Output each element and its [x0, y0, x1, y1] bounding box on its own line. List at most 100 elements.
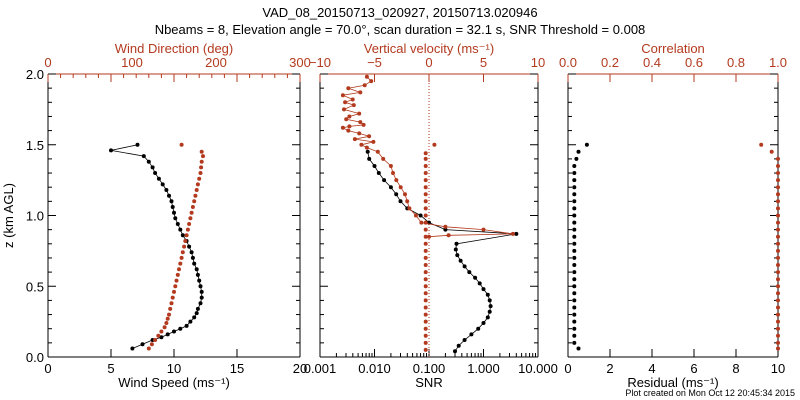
data-point: [197, 176, 202, 181]
series-snr-1: [423, 142, 437, 352]
data-point: [572, 312, 577, 317]
data-point: [572, 298, 577, 303]
data-point: [358, 120, 363, 125]
data-point: [776, 263, 780, 267]
data-point: [198, 284, 203, 289]
data-point: [180, 250, 185, 255]
series-wind-0: [109, 142, 204, 351]
data-point: [364, 145, 369, 150]
data-point: [776, 234, 780, 239]
data-point: [776, 270, 780, 275]
data-point: [487, 309, 492, 314]
data-point: [572, 305, 577, 310]
data-point: [188, 319, 193, 324]
data-point: [481, 227, 486, 232]
top-tick-label: 0: [44, 55, 51, 70]
data-point: [776, 305, 780, 310]
data-point: [572, 277, 577, 282]
data-point: [423, 277, 428, 282]
data-point: [423, 206, 428, 211]
data-point: [183, 239, 188, 243]
top-axis-label: Wind Direction (deg): [115, 41, 234, 56]
data-point: [165, 332, 170, 337]
panel-snr: 0.001 0.010 0.100 1.000 10.000 SNR −10 −5 0 5 10 Ve…: [304, 41, 558, 390]
data-point: [180, 233, 185, 238]
data-point: [776, 213, 780, 218]
data-point: [194, 311, 199, 316]
data-point: [156, 176, 161, 181]
top-tick-label: 300: [289, 55, 311, 70]
data-point: [201, 154, 205, 159]
data-point: [156, 333, 161, 338]
top-tick-label: 1.0: [769, 55, 787, 70]
data-point: [443, 227, 448, 232]
data-point: [398, 199, 403, 204]
data-point: [179, 255, 184, 260]
y-tick-label: 2.0: [26, 67, 44, 82]
data-point: [184, 233, 189, 238]
top-axis-label: Vertical velocity (ms⁻¹): [364, 41, 494, 56]
data-point: [352, 137, 357, 142]
data-point: [423, 291, 428, 296]
data-point: [403, 192, 407, 197]
data-point: [175, 272, 180, 277]
series-line: [367, 151, 517, 352]
data-point: [359, 142, 364, 147]
series-residual-1: [759, 142, 780, 351]
data-point: [135, 142, 140, 147]
data-point: [372, 164, 377, 168]
data-point: [394, 178, 399, 183]
data-point: [187, 222, 192, 226]
top-tick-label: 0.0: [559, 55, 577, 70]
data-point: [776, 291, 780, 296]
data-point: [170, 295, 175, 300]
x-axis-label: SNR: [415, 375, 442, 390]
data-point: [776, 185, 780, 190]
data-point: [146, 346, 151, 351]
data-point: [173, 284, 178, 289]
data-point: [462, 338, 467, 342]
data-point: [572, 333, 577, 338]
data-point: [367, 134, 372, 139]
data-point: [572, 255, 577, 260]
data-point: [427, 234, 431, 239]
figure-footer: Plot created on Mon Oct 12 20:45:34 2015: [625, 388, 795, 398]
data-point: [572, 284, 577, 289]
data-point: [167, 193, 171, 198]
data-point: [376, 171, 381, 175]
top-tick-label: 0.4: [643, 55, 661, 70]
data-point: [423, 319, 428, 324]
data-point: [572, 319, 577, 324]
x-tick-label: 10.000: [518, 361, 558, 376]
data-point: [776, 199, 780, 204]
data-point: [776, 255, 780, 260]
data-point: [342, 107, 346, 112]
data-point: [357, 111, 362, 116]
data-point: [473, 275, 478, 280]
x-axis-label: Wind Speed (ms⁻¹): [118, 375, 230, 390]
data-point: [177, 267, 181, 272]
x-tick-label: 4: [648, 361, 655, 376]
data-point: [197, 278, 202, 283]
data-point: [178, 261, 183, 266]
data-point: [192, 199, 197, 204]
data-point: [476, 326, 481, 331]
x-tick-label: 0.001: [304, 361, 337, 376]
data-point: [343, 100, 348, 105]
x-axis-label: Residual (ms⁻¹): [627, 375, 718, 390]
top-tick-label: 100: [121, 55, 143, 70]
data-point: [423, 156, 428, 161]
data-point: [340, 125, 345, 130]
data-point: [159, 335, 164, 340]
figure-title-line-1: VAD_08_20150713_020927, 20150713.020946: [262, 5, 537, 20]
data-point: [776, 156, 780, 161]
x-tick-label: 1.000: [467, 361, 500, 376]
data-point: [423, 192, 428, 197]
data-point: [382, 178, 387, 183]
top-tick-label: 200: [205, 55, 227, 70]
data-point: [572, 326, 577, 331]
data-point: [150, 165, 155, 170]
data-point: [164, 188, 169, 192]
data-point: [170, 205, 175, 209]
